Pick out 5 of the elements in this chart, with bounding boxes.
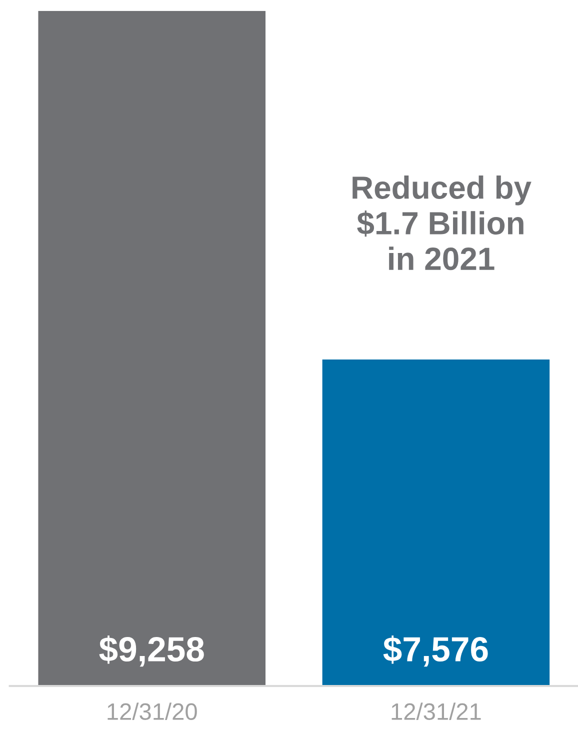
x-tick-label: 12/31/20: [108, 702, 197, 720]
data-label: $9,258: [99, 635, 204, 667]
data-label: $7,576: [383, 635, 488, 667]
x-tick-label: 12/31/21: [392, 702, 481, 720]
annotation: Reduced by $1.7 Billion in 2021: [352, 176, 532, 270]
